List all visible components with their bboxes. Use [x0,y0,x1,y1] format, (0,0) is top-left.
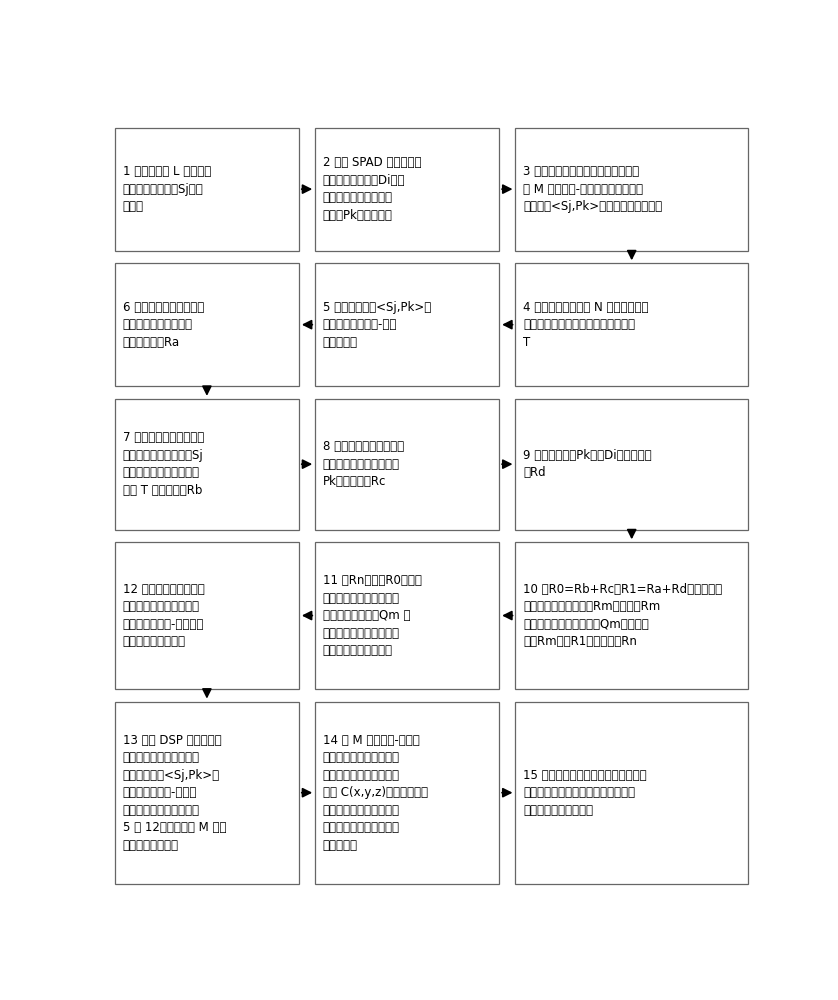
Bar [515,399,748,530]
Bar [115,542,299,689]
Bar [315,542,499,689]
Bar [315,128,499,251]
Bar [115,399,299,530]
Bar [515,128,748,251]
Text: 4 将隐藏目标划分为 N 个均匀体素网
格并计算各体素网格中心的坐标矩阵
T: 4 将隐藏目标划分为 N 个均匀体素网 格并计算各体素网格中心的坐标矩阵 T [523,301,649,349]
Text: 2 确定 SPAD 阵列探测器
各个探测单元位置Di和单
元对应在中介反射面上
的位置Pk的三维坐标: 2 确定 SPAD 阵列探测器 各个探测单元位置Di和单 元对应在中介反射面上 … [323,156,422,222]
Text: 15 将最终得到的滤波置信图回传到数
据处理单元的存储单元中，利用显示
器显示隐藏目标的图像: 15 将最终得到的滤波置信图回传到数 据处理单元的存储单元中，利用显示 器显示隐… [523,769,647,817]
Bar [515,542,748,689]
Bar [515,702,748,884]
Bar [315,702,499,884]
Text: 5 选定某一点对<Sj,Pk>与
其相对应的光子数-时间
分布直方图: 5 选定某一点对<Sj,Pk>与 其相对应的光子数-时间 分布直方图 [323,301,431,349]
Text: 1 确定激光点 L 和中介反
射面上激光扫描点Sj的三
维坐标: 1 确定激光点 L 和中介反 射面上激光扫描点Sj的三 维坐标 [122,165,211,213]
Bar [115,128,299,251]
Text: 6 计算激光发射器到中介
反射面上激光扫描点的
初始发射距离Ra: 6 计算激光发射器到中介 反射面上激光扫描点的 初始发射距离Ra [122,301,204,349]
Bar [315,263,499,386]
Bar [115,702,299,884]
Text: 3 对光子数的分布情况进行整合，得
到 M 张光子数-时间分布直方图，不
同的点对<Sj,Pk>对应不同的直方图。: 3 对光子数的分布情况进行整合，得 到 M 张光子数-时间分布直方图，不 同的点… [523,165,662,213]
Bar [315,399,499,530]
Text: 13 利用 DSP 处理器根据
采集时间先后顺序依次读
取不同的点对<Sj,Pk>及
其对应的光子数-时间分
布直方图，重复执行步骤
5 至 12，依次获取 M: 13 利用 DSP 处理器根据 采集时间先后顺序依次读 取不同的点对<Sj,Pk… [122,734,226,852]
Text: 11 将Rn与矩阵R0中的各
个距离值进行比对，对于
相互吻合的数据将Qm 赋
值到相应的体素网格中，
作为体素网格的置信度: 11 将Rn与矩阵R0中的各 个距离值进行比对，对于 相互吻合的数据将Qm 赋 … [323,574,422,657]
Text: 8 计算激光从各体素网格
中心到中介反射面上位置
Pk的距离矩阵Rc: 8 计算激光从各体素网格 中心到中介反射面上位置 Pk的距离矩阵Rc [323,440,404,488]
Text: 12 通过对所有赋值之后
体素网格的置信度进行整
合，得到光子数-时间分布
直方图对应的置信图: 12 通过对所有赋值之后 体素网格的置信度进行整 合，得到光子数-时间分布 直方… [122,583,204,648]
Text: 14 将 M 张光子数-时间分
布直方图的置信图相加，
叠合成一幅整个空间的置
信图 C(x,y,z)，剔除置信度
太小的点，并将置信图先
后进行高斯滤波和拉普: 14 将 M 张光子数-时间分 布直方图的置信图相加， 叠合成一幅整个空间的置 … [323,734,428,852]
Text: 7 计算激光发射器出射光
在中介反射面上的位置Sj
到各体素网格中心的坐标
矩阵 T 的距离矩阵Rb: 7 计算激光发射器出射光 在中介反射面上的位置Sj 到各体素网格中心的坐标 矩阵… [122,431,204,497]
Text: 10 设R0=Rb+Rc，R1=Ra+Rd，直方图中
包含的不同距离信息为Rm，不同的Rm
对应的不同的光子数记为Qm，利用不
同的Rm减去R1得到不同的Rn: 10 设R0=Rb+Rc，R1=Ra+Rd，直方图中 包含的不同距离信息为Rm，… [523,583,722,648]
Bar [115,263,299,386]
Text: 9 计算激光从点Pk到点Di所经过的距
离Rd: 9 计算激光从点Pk到点Di所经过的距 离Rd [523,449,652,479]
Bar [515,263,748,386]
